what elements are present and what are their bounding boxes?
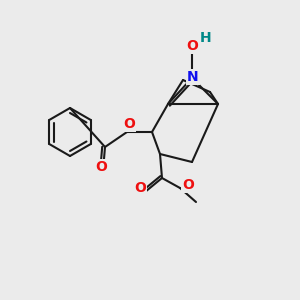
Text: H: H bbox=[200, 31, 212, 45]
Text: O: O bbox=[95, 160, 107, 174]
Text: N: N bbox=[187, 70, 199, 84]
Text: O: O bbox=[123, 117, 135, 131]
Text: O: O bbox=[186, 39, 198, 53]
Text: O: O bbox=[182, 178, 194, 192]
Text: O: O bbox=[134, 181, 146, 195]
